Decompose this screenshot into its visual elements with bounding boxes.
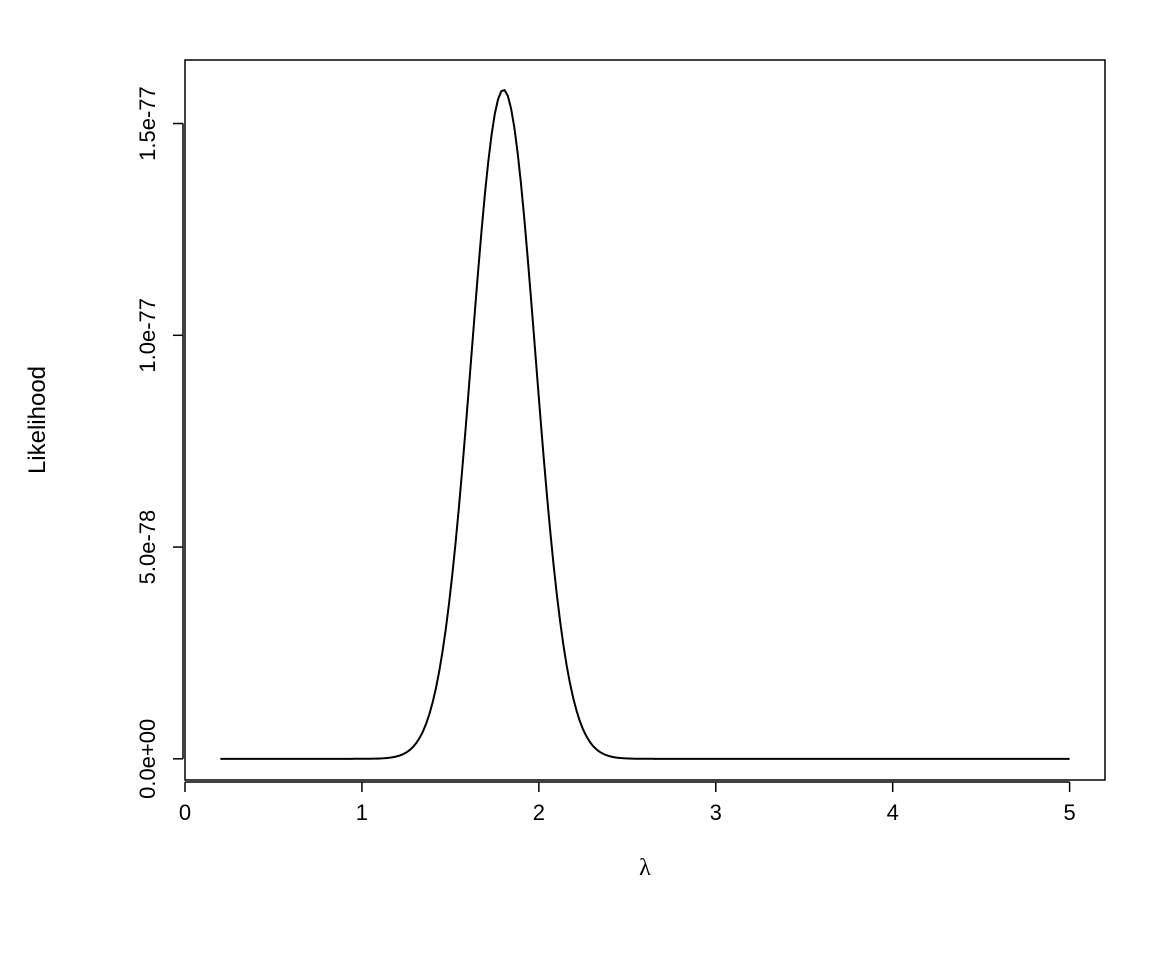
x-tick-label: 3	[710, 800, 722, 825]
y-tick-label: 0.0e+00	[135, 719, 160, 799]
x-tick-label: 4	[887, 800, 899, 825]
y-tick-label: 1.0e-77	[135, 298, 160, 373]
y-tick-group: 0.0e+00 5.0e-78 1.0e-77 1.5e-77	[135, 86, 183, 799]
x-tick-label: 0	[179, 800, 191, 825]
x-tick-label: 5	[1063, 800, 1075, 825]
y-tick-label: 1.5e-77	[135, 86, 160, 161]
likelihood-plot: 0 1 2 3 4 5 0.0e+00 5.0e-78 1.0e-77 1.5e-77 λ Li…	[0, 0, 1152, 960]
y-tick-label: 5.0e-78	[135, 510, 160, 585]
plot-area-box	[185, 60, 1105, 780]
likelihood-curve	[220, 90, 1069, 759]
x-tick-label: 1	[356, 800, 368, 825]
x-axis-label: λ	[639, 855, 651, 881]
chart-svg: 0 1 2 3 4 5 0.0e+00 5.0e-78 1.0e-77 1.5e-77 λ Li…	[0, 0, 1152, 960]
y-axis-label: Likelihood	[24, 366, 51, 474]
x-tick-group: 0 1 2 3 4 5	[179, 782, 1076, 825]
x-tick-label: 2	[533, 800, 545, 825]
